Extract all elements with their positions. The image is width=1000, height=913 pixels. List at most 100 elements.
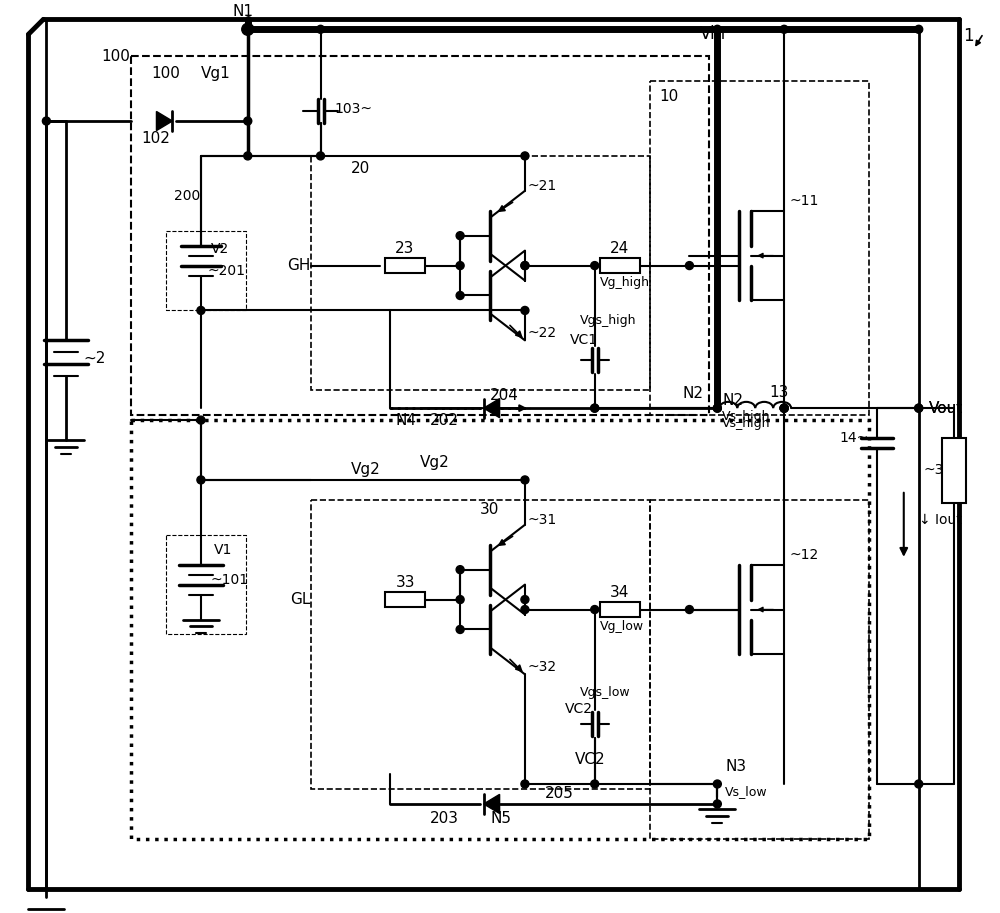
Text: 103~: 103~: [335, 102, 373, 116]
Bar: [385, 258, 425, 273]
Text: N1: N1: [233, 4, 254, 19]
Circle shape: [713, 780, 721, 788]
Text: GH: GH: [287, 258, 311, 273]
Text: V1: V1: [214, 542, 232, 557]
Circle shape: [521, 307, 529, 314]
Text: 100: 100: [151, 66, 180, 80]
Text: ~22: ~22: [528, 326, 557, 341]
Text: ~21: ~21: [528, 179, 557, 193]
Text: ~3: ~3: [924, 463, 944, 477]
Bar: [650, 81, 869, 415]
Text: N2: N2: [682, 385, 703, 401]
Text: V2: V2: [211, 242, 229, 256]
Text: Vg_high: Vg_high: [600, 276, 650, 289]
Polygon shape: [484, 794, 500, 813]
Text: 30: 30: [480, 502, 499, 518]
Circle shape: [521, 262, 529, 269]
Bar: [311, 156, 650, 390]
Circle shape: [591, 404, 599, 412]
Circle shape: [197, 476, 205, 484]
Circle shape: [780, 26, 788, 33]
Text: N4: N4: [395, 413, 416, 427]
Circle shape: [685, 262, 693, 269]
Polygon shape: [484, 399, 500, 418]
Circle shape: [591, 605, 599, 614]
Text: 10: 10: [660, 89, 679, 103]
Text: Vgs_low: Vgs_low: [580, 686, 630, 698]
Text: Vgs_high: Vgs_high: [580, 314, 636, 327]
Circle shape: [780, 404, 788, 412]
Text: 14~: 14~: [839, 431, 868, 445]
Text: Vg2: Vg2: [350, 463, 380, 477]
Text: ~11: ~11: [789, 194, 818, 208]
Circle shape: [915, 780, 923, 788]
Circle shape: [915, 26, 923, 33]
Bar: [166, 231, 246, 310]
Circle shape: [521, 605, 529, 614]
Text: 23: 23: [395, 241, 415, 257]
Text: 34: 34: [610, 585, 629, 600]
Text: 205: 205: [545, 786, 574, 802]
Polygon shape: [156, 111, 172, 131]
Circle shape: [197, 307, 205, 314]
Bar: [131, 57, 709, 415]
Text: ~12: ~12: [789, 548, 818, 561]
Text: 24: 24: [610, 241, 629, 257]
Circle shape: [780, 404, 788, 412]
Bar: [385, 593, 425, 607]
Circle shape: [317, 26, 325, 33]
Circle shape: [521, 262, 529, 269]
Text: N5: N5: [490, 812, 511, 826]
Circle shape: [591, 404, 599, 412]
Circle shape: [713, 26, 721, 33]
Text: ~101: ~101: [211, 572, 249, 587]
Text: Vout: Vout: [929, 401, 963, 415]
Text: VC1: VC1: [570, 333, 598, 347]
Text: N3: N3: [725, 759, 746, 773]
Text: 1: 1: [964, 27, 974, 46]
Text: GL: GL: [290, 592, 311, 607]
Circle shape: [456, 262, 464, 269]
Circle shape: [197, 416, 205, 425]
Text: ~201: ~201: [208, 264, 246, 278]
Text: 203: 203: [430, 812, 459, 826]
Circle shape: [780, 404, 788, 412]
Circle shape: [685, 605, 693, 614]
Circle shape: [521, 595, 529, 603]
Text: Vout: Vout: [929, 401, 963, 415]
Circle shape: [244, 117, 252, 125]
Bar: [942, 438, 966, 503]
Circle shape: [713, 404, 721, 412]
Circle shape: [521, 476, 529, 484]
Circle shape: [713, 800, 721, 808]
Text: N2: N2: [722, 393, 743, 408]
Text: Vg1: Vg1: [201, 66, 231, 80]
Text: 200: 200: [174, 189, 200, 203]
Text: Vs_high: Vs_high: [722, 410, 771, 423]
Text: 20: 20: [350, 162, 370, 176]
Text: 33: 33: [395, 575, 415, 590]
Circle shape: [521, 780, 529, 788]
Circle shape: [591, 262, 599, 269]
Text: ↓ Iout: ↓ Iout: [919, 513, 961, 527]
Circle shape: [456, 625, 464, 634]
Text: VC2: VC2: [574, 751, 605, 767]
Circle shape: [713, 404, 721, 412]
Bar: [311, 500, 650, 789]
Circle shape: [780, 404, 788, 412]
Bar: [650, 500, 869, 839]
Text: Vs_low: Vs_low: [725, 785, 768, 799]
Bar: [600, 258, 640, 273]
Circle shape: [456, 566, 464, 573]
Circle shape: [244, 152, 252, 160]
Text: 102: 102: [141, 131, 170, 146]
Text: 13: 13: [769, 384, 789, 400]
Circle shape: [915, 404, 923, 412]
Text: ~2: ~2: [83, 351, 106, 366]
Circle shape: [242, 24, 254, 36]
Text: ~32: ~32: [528, 660, 557, 675]
Text: 100: 100: [101, 48, 130, 64]
Text: 204: 204: [490, 388, 519, 403]
Circle shape: [591, 780, 599, 788]
Text: 202: 202: [430, 413, 459, 427]
